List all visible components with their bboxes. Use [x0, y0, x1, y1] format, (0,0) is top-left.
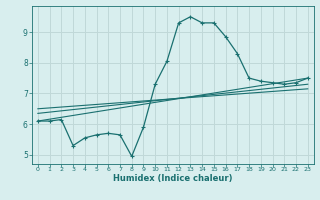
- X-axis label: Humidex (Indice chaleur): Humidex (Indice chaleur): [113, 174, 233, 183]
